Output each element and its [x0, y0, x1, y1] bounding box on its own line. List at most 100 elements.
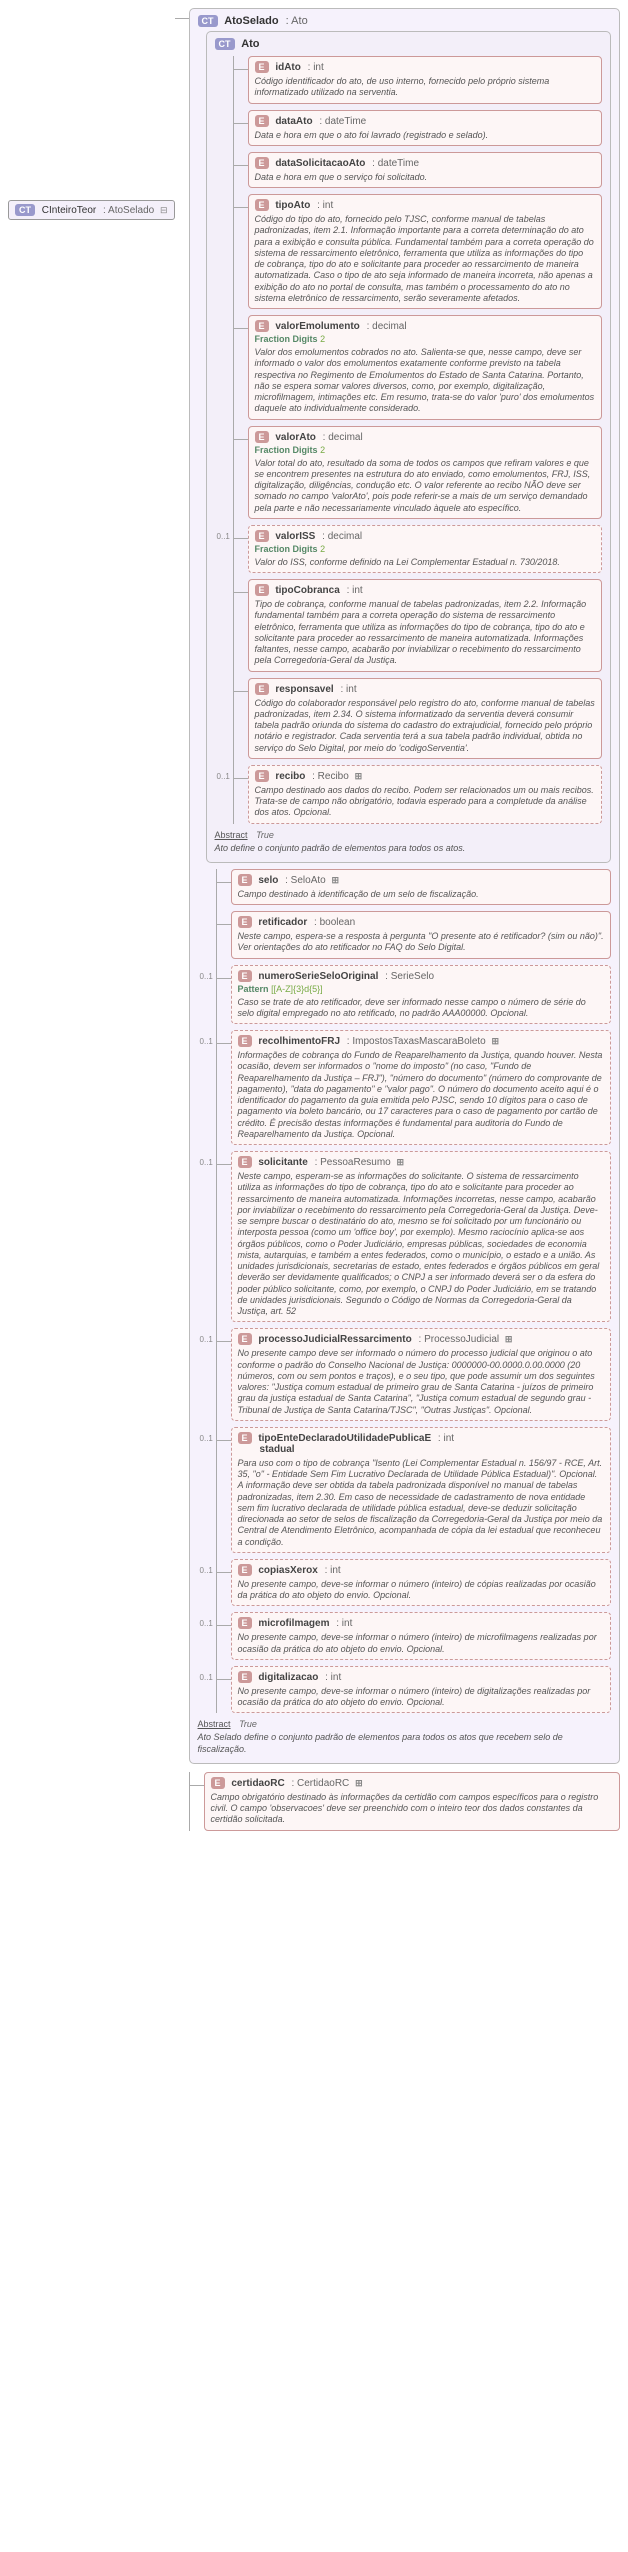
selo-elements-list: E selo : SeloAto ⊞ Campo destinado à ide…	[216, 869, 611, 1714]
expand-icon[interactable]: ⊞	[332, 875, 340, 885]
tipoente-type: : int	[438, 1433, 454, 1444]
element-digitalizacao: 0..1 E digitalizacao : int No presente c…	[231, 1666, 611, 1714]
tipoato-name: tipoAto	[275, 200, 310, 211]
certidao-wrapper: E certidaoRC : CertidaoRC ⊞ Campo obriga…	[189, 1772, 620, 1831]
atoselado-abstract-desc: Ato Selado define o conjunto padrão de e…	[198, 1732, 611, 1755]
dataato-desc: Data e hora em que o ato foi lavrado (re…	[255, 130, 595, 141]
element-idato: E idAto : int Código identificador do at…	[248, 56, 602, 104]
tipoente-name: tipoEnteDeclaradoUtilidadePublicaE	[258, 1433, 431, 1444]
valoremol-name: valorEmolumento	[275, 321, 359, 332]
atoselado-abstract-row: Abstract True	[198, 1719, 611, 1729]
valorato-name: valorAto	[275, 432, 316, 443]
micro-type: : int	[336, 1618, 352, 1629]
ato-abstract-desc: Ato define o conjunto padrão de elemento…	[215, 843, 602, 854]
ato-selado-header: CT AtoSelado : Ato	[198, 15, 611, 27]
element-valoriss: 0..1 E valorISS : decimal Fraction Digit…	[248, 525, 602, 573]
element-valoremolumento: E valorEmolumento : decimal Fraction Dig…	[248, 315, 602, 420]
expand-icon[interactable]: ⊞	[355, 771, 363, 781]
ct-badge-ato: CT	[215, 38, 235, 50]
ato-name: Ato	[241, 38, 259, 50]
root-type: : AtoSelado	[103, 205, 154, 216]
proc-name: processoJudicialRessarcimento	[258, 1334, 411, 1345]
ato-elements-list: E idAto : int Código identificador do at…	[233, 56, 602, 824]
numserie-name: numeroSerieSeloOriginal	[258, 971, 378, 982]
expand-icon[interactable]: ⊟	[160, 205, 168, 215]
valoremol-desc: Valor dos emolumentos cobrados no ato. S…	[255, 347, 595, 415]
datasol-name: dataSolicitacaoAto	[275, 158, 365, 169]
solic-name: solicitante	[258, 1157, 307, 1168]
element-numeroserie: 0..1 E numeroSerieSeloOriginal : SerieSe…	[231, 965, 611, 1025]
xerox-desc: No presente campo, deve-se informar o nú…	[238, 1579, 604, 1602]
retif-desc: Neste campo, espera-se a resposta à perg…	[238, 931, 604, 954]
micro-name: microfilmagem	[258, 1618, 329, 1629]
ato-abstract-row: Abstract True	[215, 830, 602, 840]
certidao-desc: Campo obrigatório destinado às informaçõ…	[211, 1792, 613, 1826]
retif-type: : boolean	[314, 917, 355, 928]
ct-badge: CT	[15, 204, 35, 216]
digit-desc: No presente campo, deve-se informar o nú…	[238, 1686, 604, 1709]
connector	[175, 18, 189, 19]
element-recibo: 0..1 E recibo : Recibo ⊞ Campo destinado…	[248, 765, 602, 824]
ato-container: CT Ato E idAto : int Código identificado…	[206, 31, 611, 863]
dataato-type: : dateTime	[319, 116, 366, 127]
tipoato-desc: Código do tipo do ato, fornecido pelo TJ…	[255, 214, 595, 304]
valoremol-type: : decimal	[367, 321, 407, 332]
ato-selado-name: AtoSelado	[224, 15, 278, 27]
micro-desc: No presente campo, deve-se informar o nú…	[238, 1632, 604, 1655]
diagram-root: CT CInteiroTeor : AtoSelado ⊟ CT AtoSela…	[8, 8, 620, 1837]
selo-type: : SeloAto	[285, 875, 326, 886]
element-valorato: E valorAto : decimal Fraction Digits 2 V…	[248, 426, 602, 519]
numserie-desc: Caso se trate de ato retificador, deve s…	[238, 997, 604, 1020]
element-retificador: E retificador : boolean Neste campo, esp…	[231, 911, 611, 959]
ato-selado-type: Ato	[291, 15, 308, 27]
idato-type: : int	[308, 62, 324, 73]
tipoente-desc: Para uso com o tipo de cobrança "Isento …	[238, 1458, 604, 1548]
element-solicitante: 0..1 E solicitante : PessoaResumo ⊞ Nest…	[231, 1151, 611, 1322]
expand-icon[interactable]: ⊞	[397, 1157, 405, 1167]
expand-icon[interactable]: ⊞	[492, 1036, 500, 1046]
element-datasolicitacaoato: E dataSolicitacaoAto : dateTime Data e h…	[248, 152, 602, 188]
digit-type: : int	[325, 1672, 341, 1683]
ato-selado-container: CT AtoSelado : Ato CT Ato E idAto : int	[189, 8, 620, 1764]
xerox-type: : int	[325, 1565, 341, 1576]
recibo-occurs: 0..1	[217, 772, 230, 781]
expand-icon[interactable]: ⊞	[505, 1334, 513, 1344]
resp-desc: Código do colaborador responsável pelo r…	[255, 698, 595, 754]
recibo-name: recibo	[275, 771, 305, 782]
valorato-type: : decimal	[323, 432, 363, 443]
valoriss-type: : decimal	[322, 531, 362, 542]
element-dataato: E dataAto : dateTime Data e hora em que …	[248, 110, 602, 146]
e-badge: E	[255, 61, 269, 73]
element-selo: E selo : SeloAto ⊞ Campo destinado à ide…	[231, 869, 611, 905]
proc-desc: No presente campo deve ser informado o n…	[238, 1348, 604, 1416]
element-certidaorc: E certidaoRC : CertidaoRC ⊞ Campo obriga…	[204, 1772, 620, 1831]
selo-name: selo	[258, 875, 278, 886]
recibo-desc: Campo destinado aos dados do recibo. Pod…	[255, 785, 595, 819]
frj-desc: Informações de cobrança do Fundo de Reap…	[238, 1050, 604, 1140]
solic-desc: Neste campo, esperam-se as informações d…	[238, 1171, 604, 1317]
tipoente-subtitle: stadual	[260, 1444, 604, 1455]
expand-icon[interactable]: ⊞	[355, 1778, 363, 1788]
valorato-desc: Valor total do ato, resultado da soma de…	[255, 458, 595, 514]
solic-type: : PessoaResumo	[315, 1157, 391, 1168]
element-responsavel: E responsavel : int Código do colaborado…	[248, 678, 602, 759]
idato-desc: Código identificador do ato, de uso inte…	[255, 76, 595, 99]
ct-badge-atoselado: CT	[198, 15, 218, 27]
frj-name: recolhimentoFRJ	[258, 1036, 340, 1047]
numserie-type: : SerieSelo	[385, 971, 434, 982]
proc-type: : ProcessoJudicial	[419, 1334, 500, 1345]
digit-name: digitalizacao	[258, 1672, 318, 1683]
valoriss-name: valorISS	[275, 531, 315, 542]
root-type-node: CT CInteiroTeor : AtoSelado ⊟	[8, 200, 175, 220]
recibo-type: : Recibo	[312, 771, 349, 782]
frj-type: : ImpostosTaxasMascaraBoleto	[347, 1036, 486, 1047]
root-name: CInteiroTeor	[42, 205, 96, 216]
certidao-name: certidaoRC	[231, 1778, 284, 1789]
element-processojudicial: 0..1 E processoJudicialRessarcimento : P…	[231, 1328, 611, 1421]
element-tipocobranca: E tipoCobranca : int Tipo de cobrança, c…	[248, 579, 602, 672]
element-microfilmagem: 0..1 E microfilmagem : int No presente c…	[231, 1612, 611, 1660]
element-tipoato: E tipoAto : int Código do tipo do ato, f…	[248, 194, 602, 309]
dataato-name: dataAto	[275, 116, 312, 127]
ato-header: CT Ato	[215, 38, 602, 50]
certidao-type: : CertidaoRC	[291, 1778, 349, 1789]
